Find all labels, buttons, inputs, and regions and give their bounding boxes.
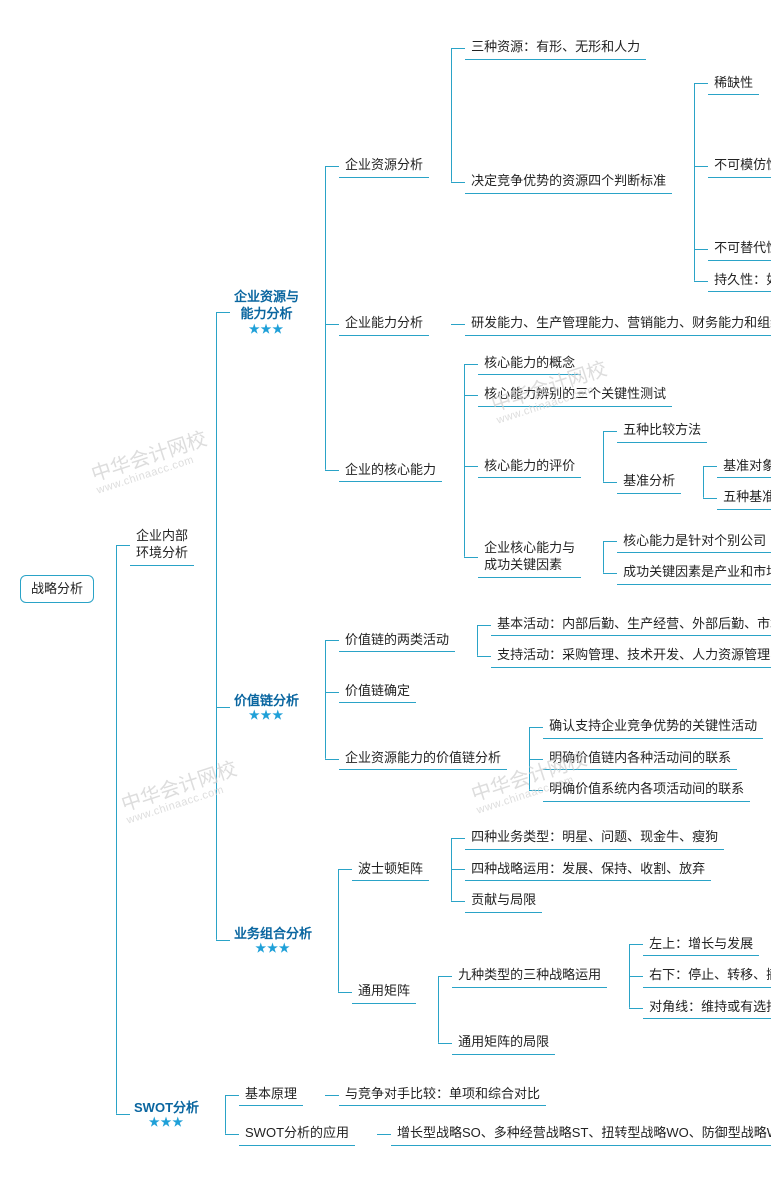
leaf: 四种业务类型：明星、问题、现金牛、瘦狗 — [465, 826, 724, 850]
leaf: 对角线：维持或有选择地发展 — [643, 996, 771, 1020]
node-resource-analysis: 企业资源分析 — [339, 154, 429, 178]
leaf: 不可替代性：如旅游景点 — [708, 237, 771, 261]
leaf: 三种资源：有形、无形和人力 — [465, 36, 646, 60]
heading-label: 价值链分析 — [234, 693, 299, 708]
heading-resource-ability: 企业资源与 能力分析 ★★★ — [230, 286, 303, 339]
node-swot-apply: SWOT分析的应用 — [239, 1122, 355, 1146]
leaf: 基本活动：内部后勤、生产经营、外部后勤、市场销售、服务 — [491, 613, 771, 637]
node-ge: 通用矩阵 — [352, 980, 416, 1004]
leaf: 四种战略运用：发展、保持、收割、放弃 — [465, 858, 711, 882]
leaf: 左上：增长与发展 — [643, 933, 759, 957]
node-internal-env: 企业内部 环境分析 — [130, 525, 194, 566]
node-core-eval: 核心能力的评价 — [478, 455, 581, 479]
node-ability-analysis: 企业能力分析 — [339, 312, 429, 336]
root-node: 战略分析 — [20, 575, 94, 603]
node-bcg: 波士顿矩阵 — [352, 858, 429, 882]
leaf: 明确价值系统内各项活动间的联系 — [543, 778, 750, 802]
heading-value-chain: 价值链分析 ★★★ — [230, 690, 303, 726]
leaf: 核心能力的概念 — [478, 352, 581, 376]
leaf: 与竞争对手比较：单项和综合对比 — [339, 1083, 546, 1107]
node-swot-principle: 基本原理 — [239, 1083, 303, 1107]
leaf: 五种基准类型 — [717, 486, 771, 510]
stars-icon: ★★★ — [234, 940, 312, 956]
leaf: 右下：停止、转移、撤退 — [643, 964, 771, 988]
stars-icon: ★★★ — [234, 321, 299, 337]
node-four-criteria: 决定竞争优势的资源四个判断标准 — [465, 170, 672, 194]
node-value-chain-define: 价值链确定 — [339, 680, 416, 704]
mindmap-root: 战略分析 企业内部 环境分析 企业资源与 能力分析 ★★★ — [20, 20, 751, 1158]
node-core-ability: 企业的核心能力 — [339, 459, 442, 483]
node-benchmark: 基准分析 — [617, 470, 681, 494]
leaf: 通用矩阵的局限 — [452, 1031, 555, 1055]
leaf: 稀缺性 — [708, 72, 759, 96]
leaf: 明确价值链内各种活动间的联系 — [543, 747, 737, 771]
leaf: 基准对象关注的三个领域 — [717, 455, 771, 479]
leaf: 持久性：如品牌 — [708, 269, 771, 293]
heading-label: SWOT分析 — [134, 1100, 199, 1115]
leaf: 研发能力、生产管理能力、营销能力、财务能力和组织管理能力 — [465, 312, 771, 336]
heading-label: 企业资源与 能力分析 — [234, 289, 299, 322]
leaf: 增长型战略SO、多种经营战略ST、扭转型战略WO、防御型战略WT — [391, 1122, 771, 1146]
node-core-vs-ksf: 企业核心能力与 成功关键因素 — [478, 537, 581, 578]
heading-label: 业务组合分析 — [234, 926, 312, 941]
leaf: 支持活动：采购管理、技术开发、人力资源管理、基础设施 — [491, 644, 771, 668]
leaf: 核心能力是针对个别公司 — [617, 530, 771, 554]
node-nine-types: 九种类型的三种战略运用 — [452, 964, 607, 988]
stars-icon: ★★★ — [134, 1114, 199, 1130]
stars-icon: ★★★ — [234, 707, 299, 723]
leaf: 贡献与局限 — [465, 889, 542, 913]
leaf: 成功关键因素是产业和市场层次的特征 — [617, 561, 771, 585]
leaf: 核心能力辨别的三个关键性测试 — [478, 383, 672, 407]
node-two-activities: 价值链的两类活动 — [339, 629, 455, 653]
node-vc-analysis: 企业资源能力的价值链分析 — [339, 747, 507, 771]
heading-portfolio: 业务组合分析 ★★★ — [230, 923, 316, 959]
leaf: 五种比较方法 — [617, 419, 707, 443]
leaf: 确认支持企业竞争优势的关键性活动 — [543, 715, 763, 739]
heading-swot: SWOT分析 ★★★ — [130, 1097, 203, 1133]
node-inimitable: 不可模仿性 — [708, 154, 771, 178]
